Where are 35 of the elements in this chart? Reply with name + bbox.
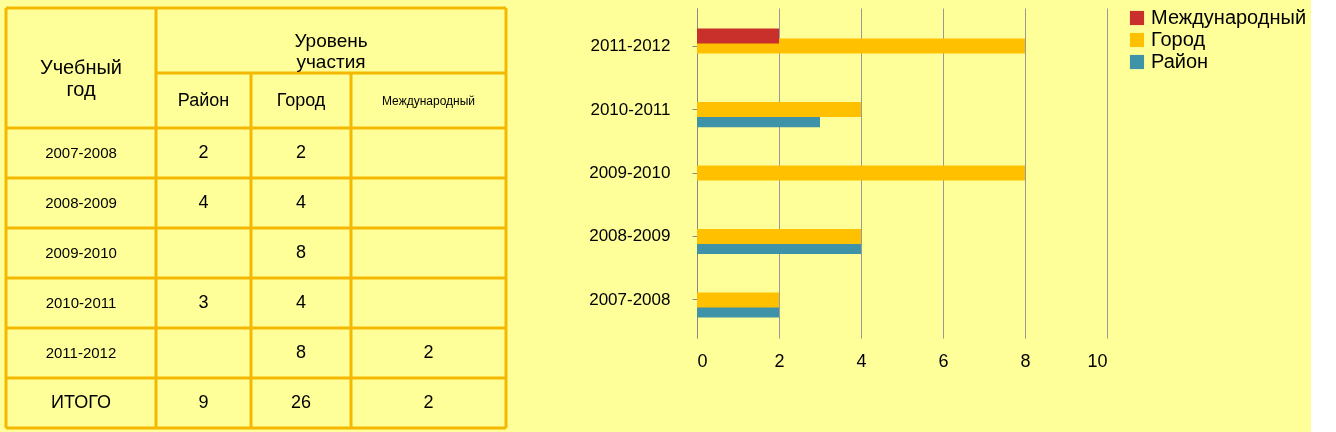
data-label: 4 <box>295 192 307 212</box>
y-tick-label: 2007-2008 <box>45 144 117 161</box>
x-tick-label: 0 <box>697 350 708 371</box>
legend-label: Город <box>1151 28 1206 50</box>
data-label: 26 <box>290 392 312 412</box>
x-tick-label: 6 <box>938 350 949 371</box>
y-tick-label: ИТОГО <box>51 392 111 412</box>
x-tick-label: Город <box>276 89 326 110</box>
y-tick-label: 2010-2011 <box>590 99 671 119</box>
x-tick-label: 2 <box>774 350 785 371</box>
legend-label: Район <box>1151 50 1209 72</box>
x-tick-label: Район <box>177 89 230 110</box>
data-label: 2 <box>198 142 209 162</box>
y-tick-label: 2011-2012 <box>590 36 671 56</box>
data-label: 3 <box>198 292 209 312</box>
y-tick-label: 2007-2008 <box>589 289 671 309</box>
x-tick-label: Международный <box>381 93 476 108</box>
data-label: 4 <box>295 292 307 312</box>
y-tick-label: 2011-2012 <box>45 344 117 361</box>
x-tick-label: 8 <box>1020 350 1031 371</box>
y-tick-label: 2008-2009 <box>45 194 117 211</box>
x-tick-label: 4 <box>856 350 867 371</box>
data-label: 2 <box>295 142 307 162</box>
y-tick-label: 2009-2010 <box>589 163 671 182</box>
data-label: 2 <box>423 392 434 412</box>
y-tick-label: 2009-2010 <box>45 244 117 261</box>
y-tick-label: 2008-2009 <box>589 226 671 246</box>
data-label: 4 <box>198 192 209 212</box>
data-label: 9 <box>198 392 209 412</box>
x-axis-title: Уровень участия <box>294 29 368 72</box>
x-tick-label: 10 <box>1087 350 1108 371</box>
y-axis-title: Учебный год <box>39 56 123 100</box>
data-label: 8 <box>295 242 307 262</box>
legend-label: Международный <box>1151 6 1307 28</box>
y-tick-label: 2010-2011 <box>45 294 117 311</box>
